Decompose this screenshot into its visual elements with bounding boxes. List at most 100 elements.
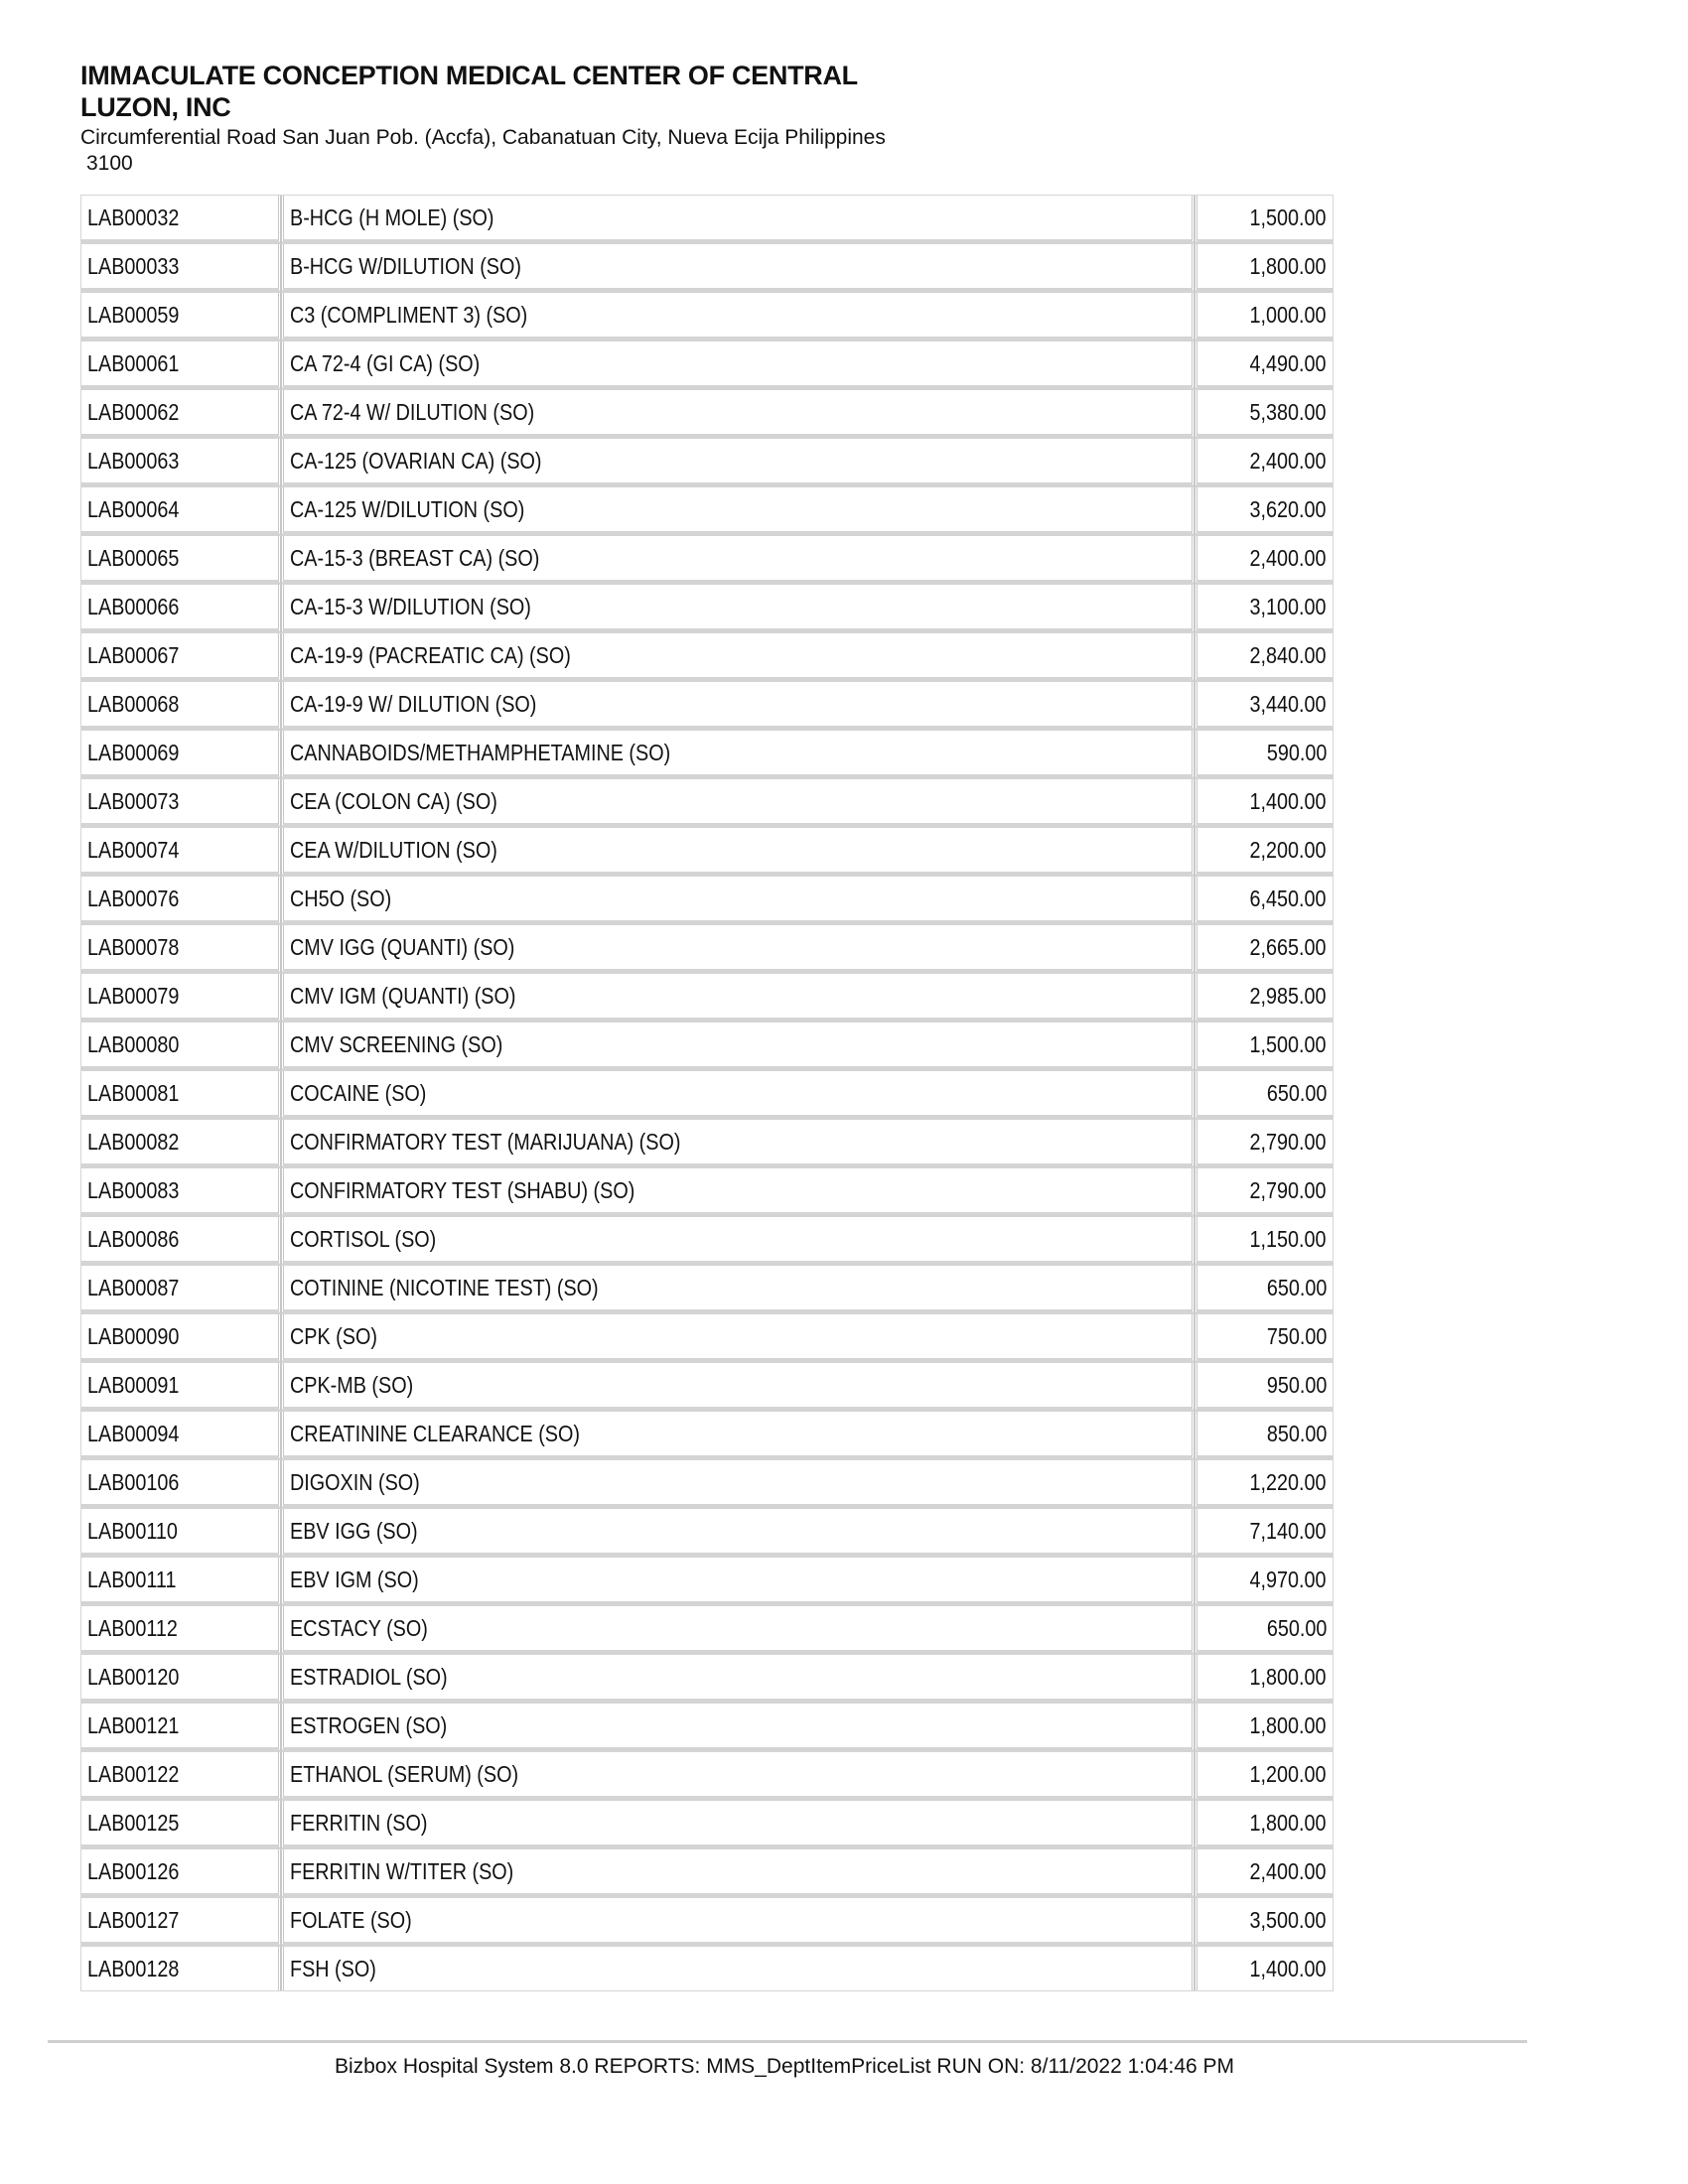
table-row: LAB00064 CA-125 W/DILUTION (SO) 3,620.00 <box>81 487 1333 536</box>
report-footer: Bizbox Hospital System 8.0 REPORTS: MMS_… <box>334 2055 1235 2078</box>
table-row: LAB00111 EBV IGM (SO) 4,970.00 <box>81 1558 1333 1606</box>
item-description-cell: CEA W/DILUTION (SO) <box>281 828 1195 877</box>
table-row: LAB00074 CEA W/DILUTION (SO) 2,200.00 <box>81 828 1333 877</box>
item-price: 1,500.00 <box>1250 204 1327 230</box>
item-code-cell: LAB00080 <box>81 1023 281 1071</box>
item-price: 3,440.00 <box>1250 690 1327 717</box>
item-code: LAB00069 <box>87 739 180 765</box>
table-row: LAB00078 CMV IGG (QUANTI) (SO) 2,665.00 <box>81 925 1333 974</box>
item-description-cell: CMV IGG (QUANTI) (SO) <box>281 925 1195 974</box>
item-price-cell: 1,400.00 <box>1195 779 1333 828</box>
item-code-cell: LAB00076 <box>81 877 281 925</box>
table-row: LAB00076 CH5O (SO) 6,450.00 <box>81 877 1333 925</box>
item-description-cell: CANNABOIDS/METHAMPHETAMINE (SO) <box>281 731 1195 779</box>
item-description-cell: CH5O (SO) <box>281 877 1195 925</box>
item-price-cell: 1,500.00 <box>1195 196 1333 244</box>
item-code: LAB00068 <box>87 690 180 717</box>
item-price-cell: 1,800.00 <box>1195 1801 1333 1849</box>
item-price: 650.00 <box>1266 1079 1327 1106</box>
item-code-cell: LAB00094 <box>81 1412 281 1460</box>
item-description-cell: ETHANOL (SERUM) (SO) <box>281 1752 1195 1801</box>
item-price: 4,490.00 <box>1250 349 1327 376</box>
item-code: LAB00112 <box>87 1614 178 1641</box>
item-price: 650.00 <box>1266 1274 1327 1300</box>
item-code-cell: LAB00032 <box>81 196 281 244</box>
item-price-cell: 7,140.00 <box>1195 1509 1333 1558</box>
item-price-cell: 750.00 <box>1195 1314 1333 1363</box>
item-code: LAB00126 <box>87 1857 180 1884</box>
item-description: CA 72-4 W/ DILUTION (SO) <box>290 398 535 425</box>
item-description: COCAINE (SO) <box>290 1079 427 1106</box>
item-price: 1,220.00 <box>1250 1468 1327 1495</box>
item-description: CA-19-9 (PACREATIC CA) (SO) <box>290 641 571 668</box>
item-description-cell: CA-15-3 W/DILUTION (SO) <box>281 585 1195 633</box>
item-price-cell: 2,790.00 <box>1195 1120 1333 1168</box>
table-row: LAB00120 ESTRADIOL (SO) 1,800.00 <box>81 1655 1333 1704</box>
item-code: LAB00064 <box>87 495 180 522</box>
table-row: LAB00069 CANNABOIDS/METHAMPHETAMINE (SO) 5… <box>81 731 1333 779</box>
item-price-cell: 1,800.00 <box>1195 244 1333 293</box>
item-price: 750.00 <box>1266 1322 1327 1349</box>
item-description-cell: COTININE (NICOTINE TEST) (SO) <box>281 1266 1195 1314</box>
item-price: 590.00 <box>1266 739 1327 765</box>
item-description: FERRITIN (SO) <box>290 1809 428 1836</box>
item-code-cell: LAB00063 <box>81 439 281 487</box>
table-row: LAB00087 COTININE (NICOTINE TEST) (SO) 650… <box>81 1266 1333 1314</box>
table-row: LAB00091 CPK-MB (SO) 950.00 <box>81 1363 1333 1412</box>
item-description-cell: CMV SCREENING (SO) <box>281 1023 1195 1071</box>
item-description: CA-15-3 (BREAST CA) (SO) <box>290 544 540 571</box>
table-row: LAB00122 ETHANOL (SERUM) (SO) 1,200.00 <box>81 1752 1333 1801</box>
item-description: CA-19-9 W/ DILUTION (SO) <box>290 690 537 717</box>
item-code-cell: LAB00121 <box>81 1704 281 1752</box>
item-code-cell: LAB00106 <box>81 1460 281 1509</box>
item-description: CMV IGG (QUANTI) (SO) <box>290 933 515 960</box>
item-description: DIGOXIN (SO) <box>290 1468 420 1495</box>
item-price: 1,400.00 <box>1250 1955 1327 1981</box>
item-description-cell: CA 72-4 (GI CA) (SO) <box>281 341 1195 390</box>
item-code-cell: LAB00059 <box>81 293 281 341</box>
item-code: LAB00128 <box>87 1955 180 1981</box>
item-price: 1,200.00 <box>1250 1760 1327 1787</box>
table-row: LAB00083 CONFIRMATORY TEST (SHABU) (SO) 2,… <box>81 1168 1333 1217</box>
item-price-cell: 650.00 <box>1195 1266 1333 1314</box>
item-code: LAB00082 <box>87 1128 180 1155</box>
item-description: ESTRADIOL (SO) <box>290 1663 448 1690</box>
item-code-cell: LAB00068 <box>81 682 281 731</box>
item-description: ETHANOL (SERUM) (SO) <box>290 1760 519 1787</box>
item-description-cell: CA 72-4 W/ DILUTION (SO) <box>281 390 1195 439</box>
item-code: LAB00065 <box>87 544 180 571</box>
item-description: CEA W/DILUTION (SO) <box>290 836 497 863</box>
table-row: LAB00061 CA 72-4 (GI CA) (SO) 4,490.00 <box>81 341 1333 390</box>
item-price: 3,500.00 <box>1250 1906 1327 1933</box>
item-price-cell: 1,200.00 <box>1195 1752 1333 1801</box>
item-price-cell: 4,490.00 <box>1195 341 1333 390</box>
item-code-cell: LAB00127 <box>81 1898 281 1947</box>
item-price: 7,140.00 <box>1250 1517 1327 1544</box>
item-price: 2,665.00 <box>1250 933 1327 960</box>
item-code-cell: LAB00091 <box>81 1363 281 1412</box>
item-code: LAB00122 <box>87 1760 180 1787</box>
item-description: CA-125 (OVARIAN CA) (SO) <box>290 447 542 474</box>
item-description-cell: CA-125 (OVARIAN CA) (SO) <box>281 439 1195 487</box>
item-price-cell: 3,500.00 <box>1195 1898 1333 1947</box>
table-row: LAB00126 FERRITIN W/TITER (SO) 2,400.00 <box>81 1849 1333 1898</box>
item-code-cell: LAB00066 <box>81 585 281 633</box>
item-code: LAB00081 <box>87 1079 180 1106</box>
item-code: LAB00110 <box>87 1517 178 1544</box>
item-description: CORTISOL (SO) <box>290 1225 437 1252</box>
item-price: 1,800.00 <box>1250 1711 1327 1738</box>
item-description: CPK (SO) <box>290 1322 377 1349</box>
item-description-cell: CONFIRMATORY TEST (SHABU) (SO) <box>281 1168 1195 1217</box>
item-code-cell: LAB00083 <box>81 1168 281 1217</box>
table-row: LAB00112 ECSTACY (SO) 650.00 <box>81 1606 1333 1655</box>
item-code-cell: LAB00069 <box>81 731 281 779</box>
item-code-cell: LAB00033 <box>81 244 281 293</box>
item-description-cell: C3 (COMPLIMENT 3) (SO) <box>281 293 1195 341</box>
item-price-cell: 6,450.00 <box>1195 877 1333 925</box>
table-row: LAB00068 CA-19-9 W/ DILUTION (SO) 3,440.00 <box>81 682 1333 731</box>
item-price-cell: 2,840.00 <box>1195 633 1333 682</box>
item-code-cell: LAB00087 <box>81 1266 281 1314</box>
item-description-cell: CPK-MB (SO) <box>281 1363 1195 1412</box>
item-price: 3,100.00 <box>1250 593 1327 619</box>
item-description: FOLATE (SO) <box>290 1906 412 1933</box>
